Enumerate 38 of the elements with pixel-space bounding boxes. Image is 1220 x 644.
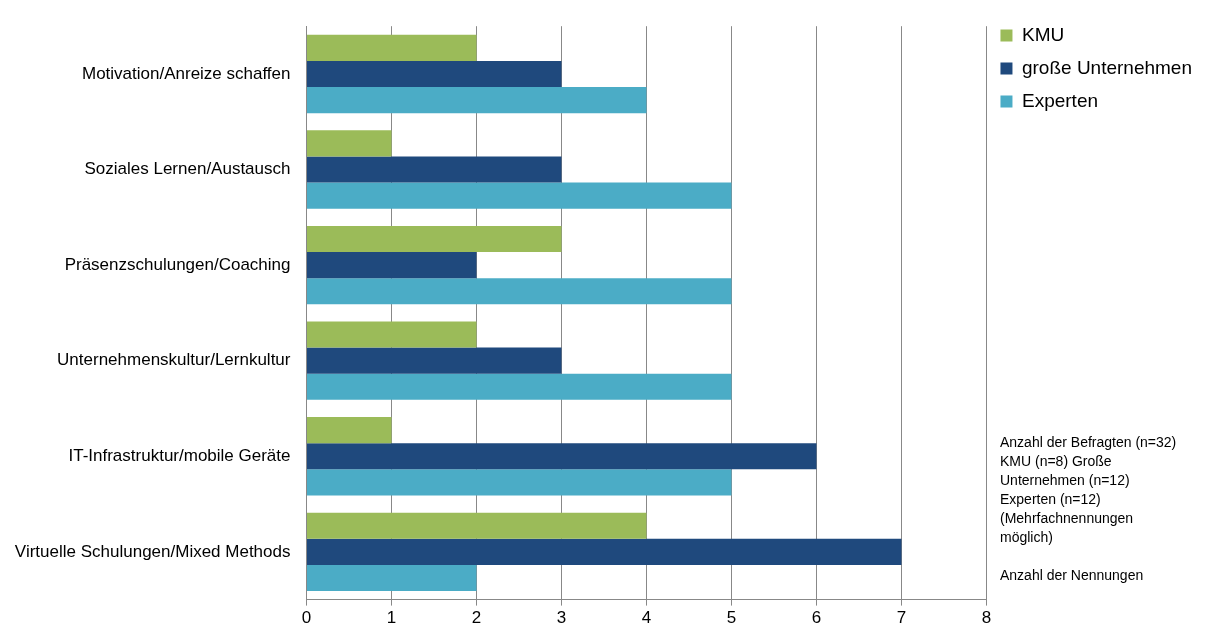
bar xyxy=(307,443,817,470)
x-tick-label: 3 xyxy=(556,608,567,628)
bar xyxy=(307,469,732,496)
bar xyxy=(307,60,562,88)
bar xyxy=(307,564,477,591)
legend-label: Experten xyxy=(1021,89,1099,111)
x-tick-label: 7 xyxy=(896,608,907,628)
bar xyxy=(307,417,392,444)
text: Anzahl der Befragten (n=32) KMU (n=8) Große Unternehmen (n=12) Experten (n=12) (Mehrfachnennungen möglich) xyxy=(1000,433,1178,547)
x-tick-label: 5 xyxy=(726,608,737,628)
x-tick-label: 0 xyxy=(301,608,312,628)
bar xyxy=(307,512,647,539)
legend-label: KMU xyxy=(1021,23,1065,45)
y-tick-label: Motivation/Anreize schaffen xyxy=(81,63,291,83)
bar xyxy=(307,373,732,400)
bar xyxy=(307,34,477,61)
bar xyxy=(307,321,477,348)
bar xyxy=(307,538,902,565)
x-tick-label: 2 xyxy=(471,608,482,628)
bar xyxy=(307,156,562,183)
bar xyxy=(307,252,477,279)
x-tick-label: 8 xyxy=(981,608,992,628)
y-tick-label: Präsenzschulungen/Coaching xyxy=(64,254,291,274)
x-tick-label: 6 xyxy=(811,608,822,628)
bar xyxy=(307,278,732,305)
bar xyxy=(307,347,562,374)
x-tick-label: 1 xyxy=(386,608,397,628)
y-tick-label: Soziales Lernen/Austausch xyxy=(84,159,291,179)
y-tick-label: Unternehmenskultur/Lernkultur xyxy=(57,350,291,370)
bar xyxy=(307,182,732,209)
y-tick-label: Virtuelle Schulungen/Mixed Methods xyxy=(14,541,291,561)
legend-label: große Unternehmen xyxy=(1021,56,1193,78)
text: Anzahl der Nennungen xyxy=(1000,566,1145,585)
bar xyxy=(307,225,562,253)
bar xyxy=(307,130,392,157)
x-tick-label: 4 xyxy=(641,608,652,628)
bar xyxy=(307,87,647,114)
y-tick-label: IT-Infrastruktur/mobile Geräte xyxy=(68,445,291,465)
